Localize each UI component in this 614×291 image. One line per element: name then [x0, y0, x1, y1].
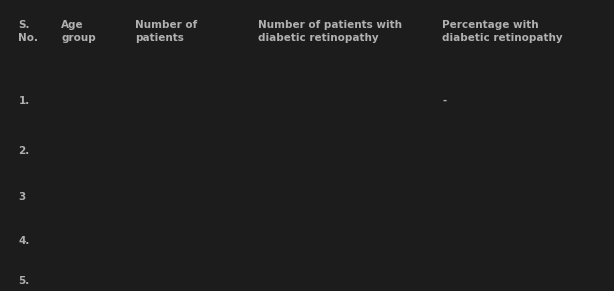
Text: 5.: 5.	[18, 276, 29, 286]
Text: 3: 3	[18, 192, 26, 202]
Text: Percentage with
diabetic retinopathy: Percentage with diabetic retinopathy	[442, 20, 562, 43]
Text: Number of patients with
diabetic retinopathy: Number of patients with diabetic retinop…	[258, 20, 402, 43]
Text: 4.: 4.	[18, 236, 30, 246]
Text: Number of
patients: Number of patients	[135, 20, 197, 43]
Text: 2.: 2.	[18, 146, 29, 155]
Text: -: -	[442, 96, 446, 106]
Text: Age
group: Age group	[61, 20, 96, 43]
Text: 1.: 1.	[18, 96, 29, 106]
Text: S.
No.: S. No.	[18, 20, 39, 43]
